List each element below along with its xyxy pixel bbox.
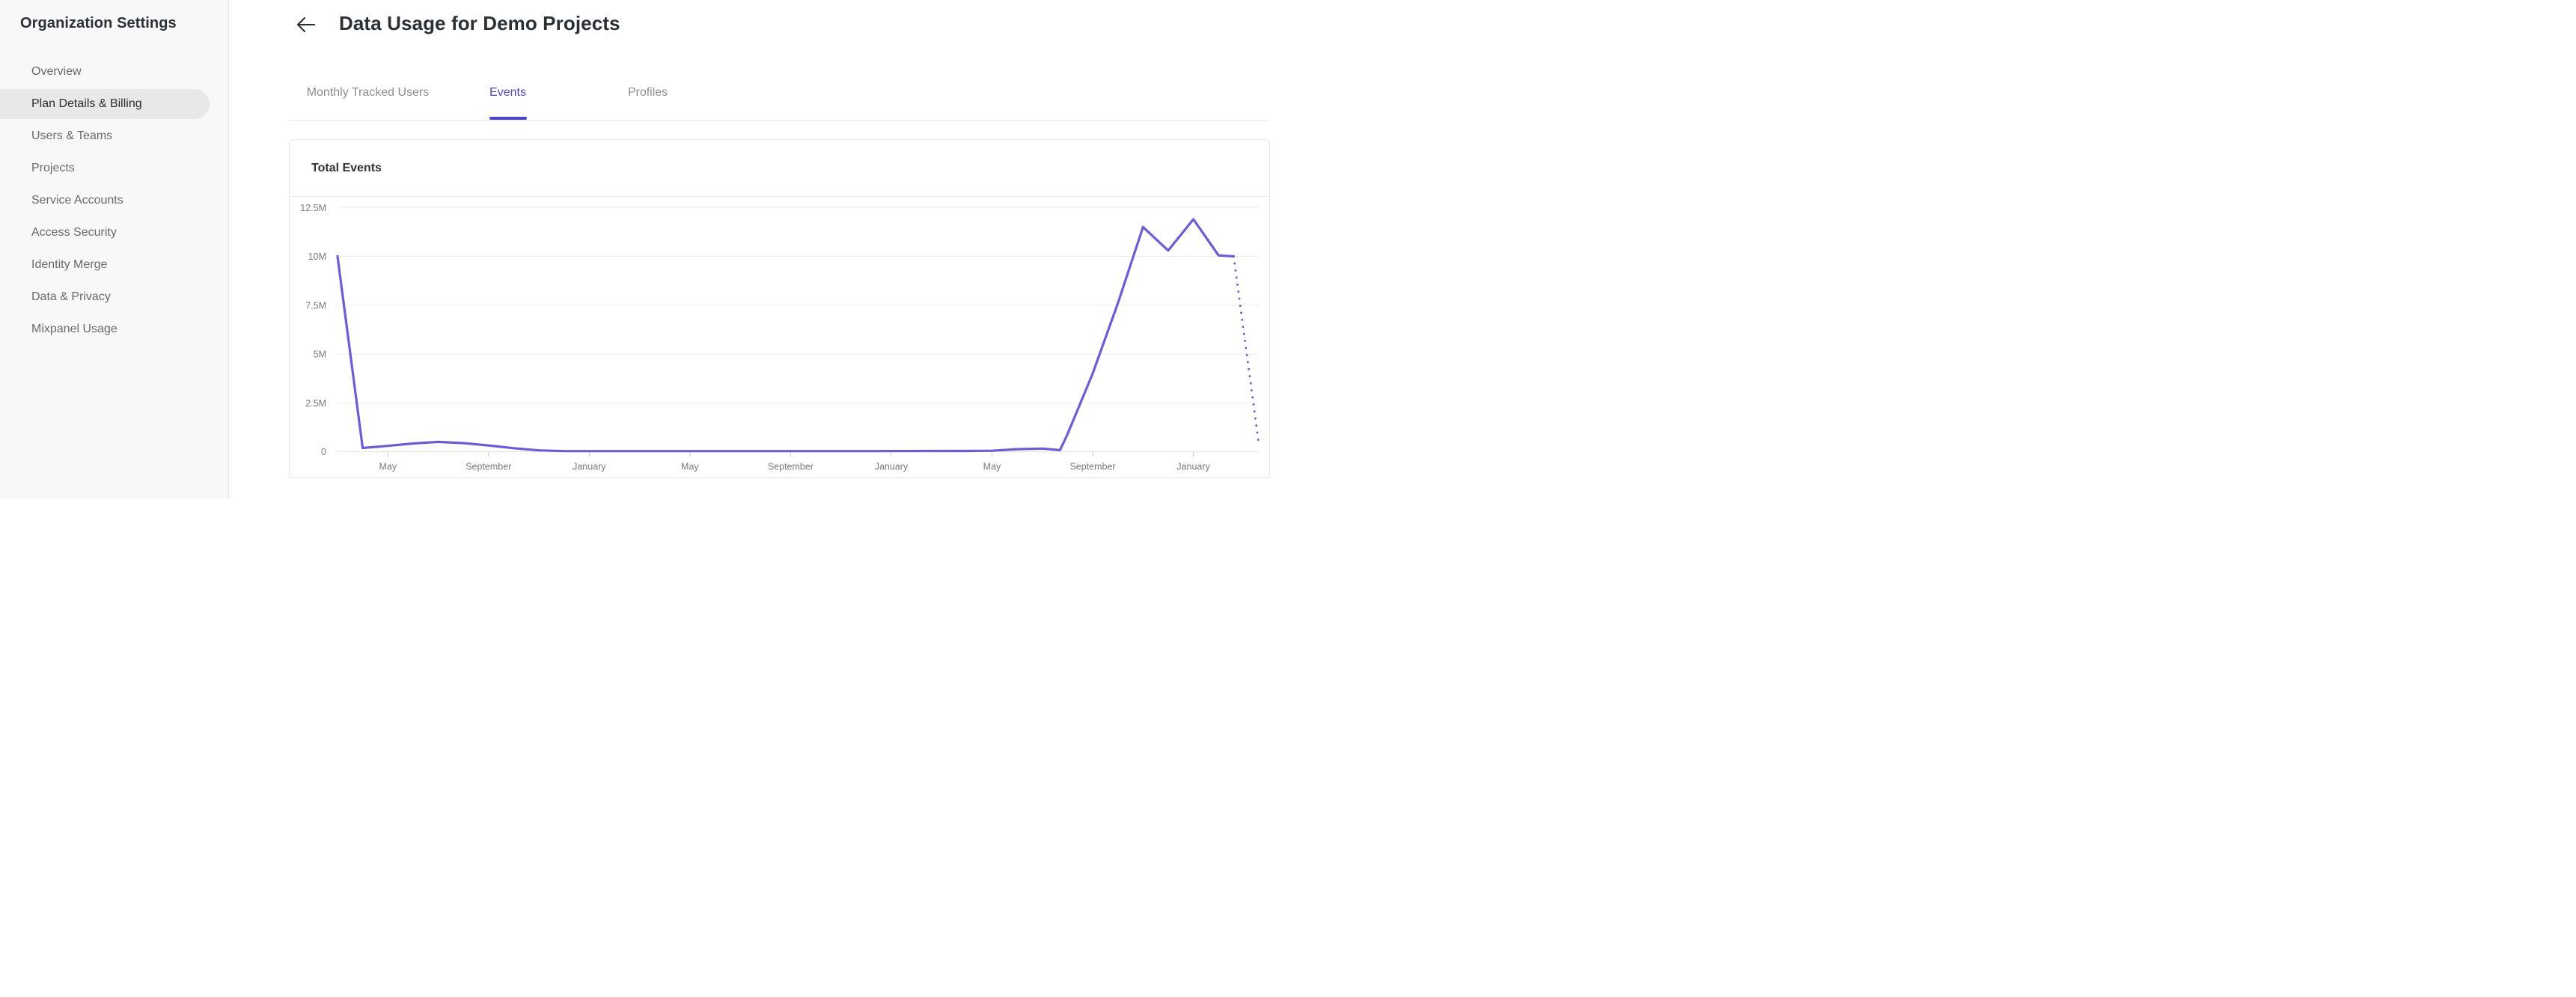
usage-tabs: Monthly Tracked Users Events Profiles <box>298 70 718 120</box>
chart-projected-dotted-line <box>1232 255 1260 445</box>
sidebar-item-users-and-teams[interactable]: Users & Teams <box>31 129 113 142</box>
tab-monthly-tracked-users[interactable]: Monthly Tracked Users <box>298 70 438 120</box>
sidebar-item-mixpanel-usage[interactable]: Mixpanel Usage <box>31 322 117 335</box>
tab-profiles[interactable]: Profiles <box>578 70 718 120</box>
y-axis-label: 5M <box>314 350 326 360</box>
y-axis-label: 10M <box>308 251 326 262</box>
total-events-card: Total Events 12.5M 10M 7.5M 5M 2.5M 0 May Septe… <box>289 139 1270 478</box>
back-arrow-icon <box>296 16 316 35</box>
x-axis-label: January <box>573 462 606 472</box>
sidebar-item-overview[interactable]: Overview <box>31 64 82 78</box>
sidebar-item-projects[interactable]: Projects <box>31 161 75 174</box>
tab-label: Profiles <box>627 86 668 99</box>
sidebar-item-identity-merge[interactable]: Identity Merge <box>31 257 108 271</box>
organization-settings-sidebar: Organization Settings Overview Plan Detai… <box>0 0 229 498</box>
sidebar-item-access-security[interactable]: Access Security <box>31 225 117 239</box>
sidebar-item-service-accounts[interactable]: Service Accounts <box>31 193 123 207</box>
tab-label: Monthly Tracked Users <box>306 86 430 99</box>
x-axis-label: May <box>681 462 699 472</box>
card-title: Total Events <box>311 161 382 174</box>
card-header: Total Events <box>290 140 1269 197</box>
y-axis-label: 12.5M <box>300 203 326 213</box>
sidebar-title: Organization Settings <box>20 15 177 31</box>
x-axis-label: September <box>466 462 511 472</box>
tab-label: Events <box>489 86 526 99</box>
tab-events[interactable]: Events <box>438 70 578 120</box>
y-axis-label: 2.5M <box>305 398 326 409</box>
active-tab-underline <box>489 117 527 120</box>
x-axis-label: May <box>379 462 397 472</box>
sidebar-item-plan-details-and-billing[interactable]: Plan Details & Billing <box>0 88 210 119</box>
sidebar-nav: Overview Plan Details & Billing Users & Te… <box>0 55 228 345</box>
x-axis-label: September <box>768 462 814 472</box>
x-axis-label: May <box>983 462 1001 472</box>
sidebar-item-data-and-privacy[interactable]: Data & Privacy <box>31 290 111 303</box>
events-line-chart: 12.5M 10M 7.5M 5M 2.5M 0 May September January Ma… <box>300 203 1260 472</box>
back-button[interactable] <box>294 15 317 36</box>
y-axis-label: 0 <box>321 447 326 457</box>
chart-line-total-events <box>336 218 1236 453</box>
page-title: Data Usage for Demo Projects <box>339 12 620 34</box>
tabs-divider <box>290 120 1269 121</box>
x-axis-label: January <box>875 462 909 472</box>
y-axis-label: 7.5M <box>305 300 326 311</box>
x-axis-label: September <box>1069 462 1115 472</box>
x-axis-label: January <box>1176 462 1210 472</box>
